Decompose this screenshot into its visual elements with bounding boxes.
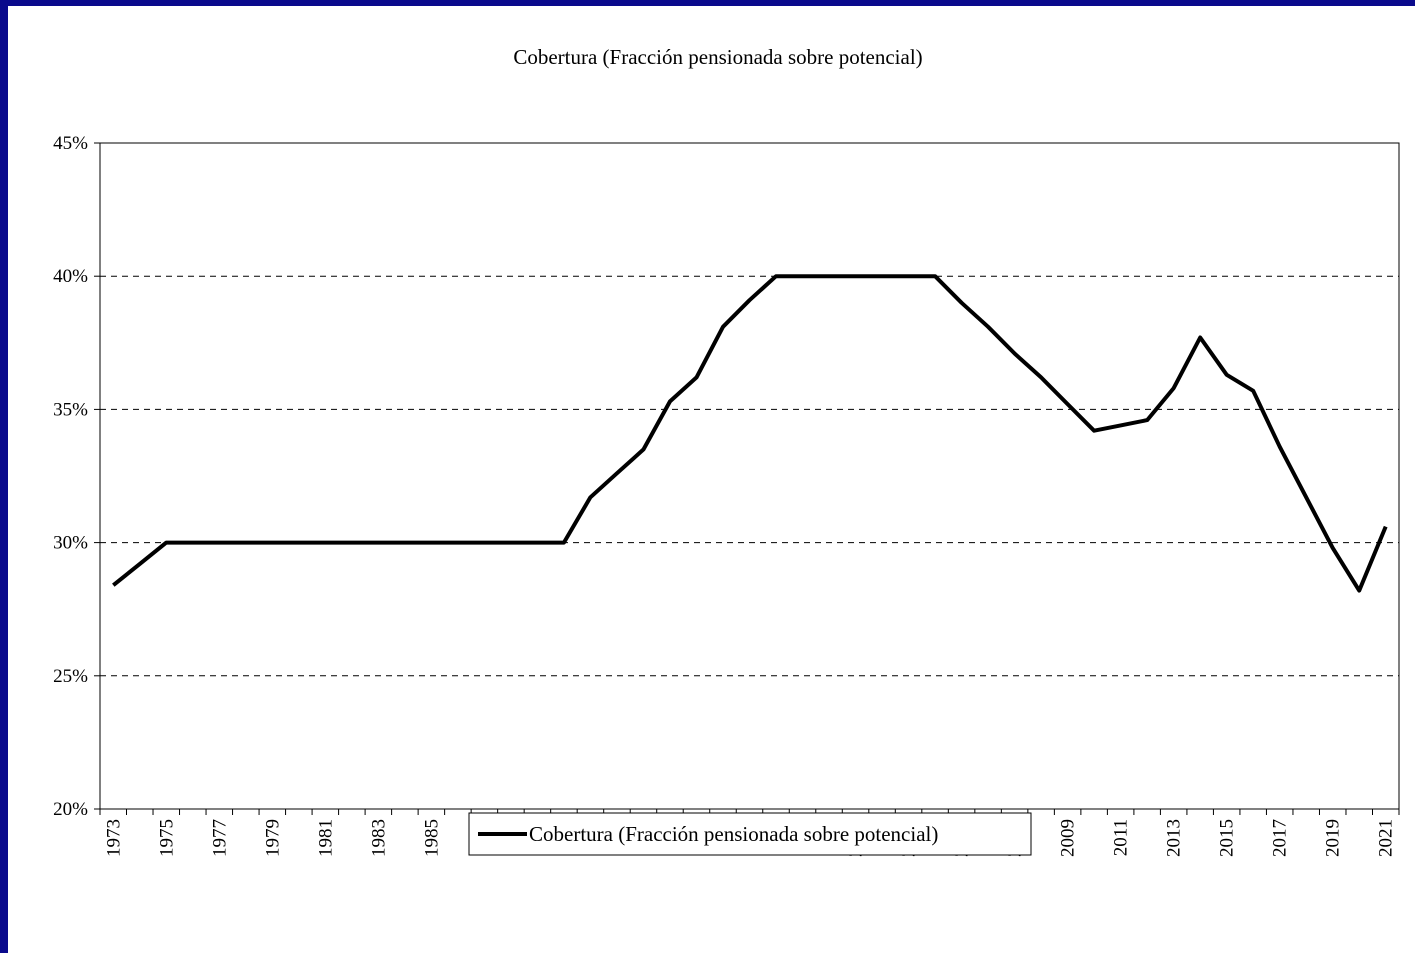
legend-box bbox=[468, 812, 1032, 856]
x-tick-label: 1981 bbox=[315, 819, 336, 857]
x-tick-label: 2009 bbox=[1058, 819, 1079, 857]
x-tick-label: 2015 bbox=[1217, 819, 1238, 857]
y-tick-label: 35% bbox=[53, 399, 88, 420]
x-tick-label: 1979 bbox=[262, 819, 283, 857]
series-line bbox=[112, 274, 1388, 593]
x-tick-label: 2011 bbox=[1111, 819, 1132, 856]
x-tick-label: 1983 bbox=[368, 819, 389, 857]
x-tick-label: 2013 bbox=[1164, 819, 1185, 857]
chart-frame: Cobertura (Fracción pensionada sobre pot… bbox=[8, 6, 1415, 953]
x-tick-label: 2019 bbox=[1323, 819, 1344, 857]
x-tick-label: 2021 bbox=[1376, 819, 1397, 857]
series-group bbox=[112, 274, 1388, 593]
y-tick-label: 20% bbox=[53, 799, 88, 820]
x-tick-label: 1975 bbox=[156, 819, 177, 857]
x-tick-label: 1977 bbox=[209, 819, 230, 857]
chart-title: Cobertura (Fracción pensionada sobre pot… bbox=[513, 45, 922, 69]
y-axis-ticks: 20% 25% 30% 35% 40% 45% bbox=[53, 133, 100, 820]
line-chart: Cobertura (Fracción pensionada sobre pot… bbox=[53, 45, 1400, 857]
y-tick-label: 25% bbox=[53, 666, 88, 687]
y-tick-label: 40% bbox=[53, 266, 88, 287]
legend-label: Cobertura (Fracción pensionada sobre pot… bbox=[529, 822, 938, 846]
y-tick-label: 45% bbox=[53, 133, 88, 154]
x-tick-label: 2017 bbox=[1270, 819, 1291, 857]
y-tick-label: 30% bbox=[53, 533, 88, 554]
x-tick-label: 1985 bbox=[421, 819, 442, 857]
plot-area bbox=[99, 142, 1400, 810]
legend: Cobertura (Fracción pensionada sobre pot… bbox=[468, 812, 1032, 856]
gridlines bbox=[100, 275, 1399, 677]
x-tick-label: 1973 bbox=[103, 819, 124, 857]
axes bbox=[99, 142, 1400, 810]
